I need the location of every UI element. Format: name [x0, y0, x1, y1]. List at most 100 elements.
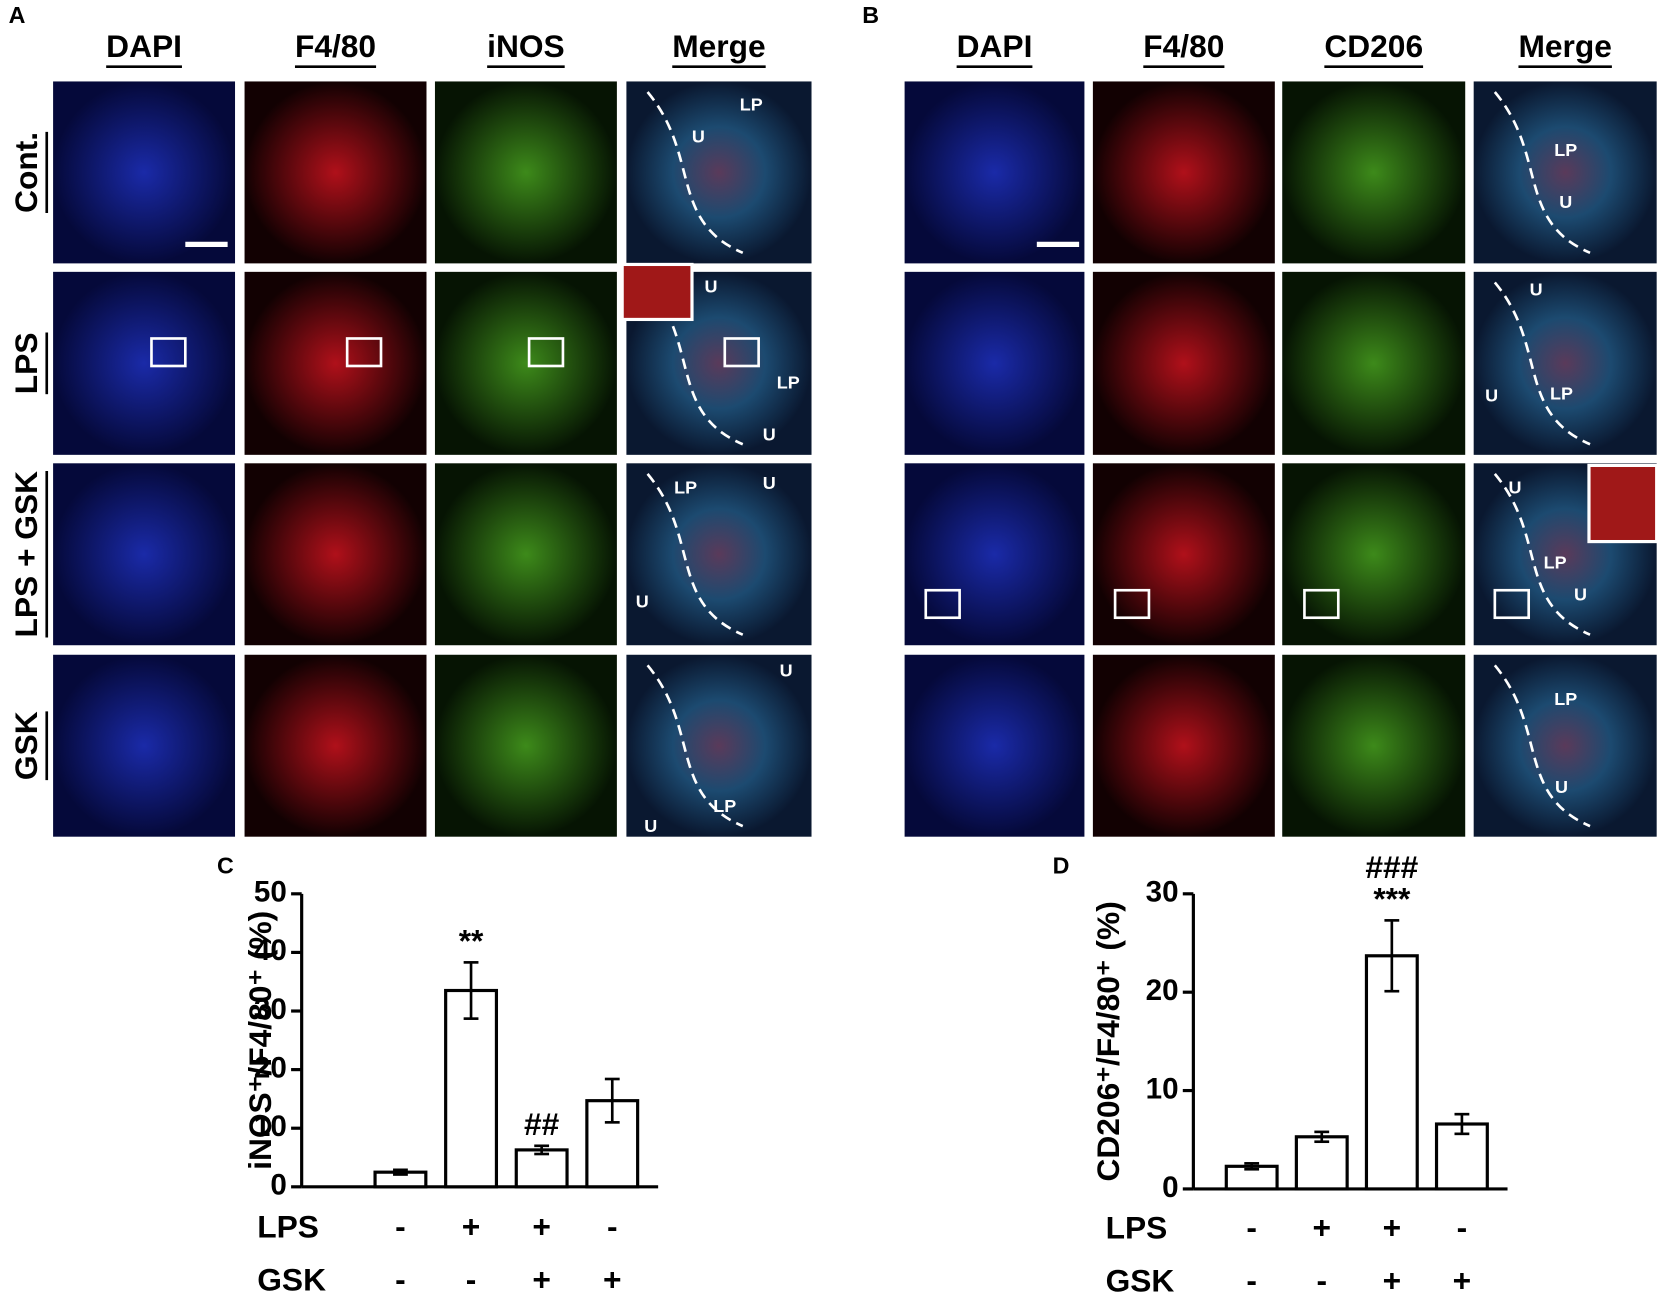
micrograph — [1092, 463, 1275, 646]
bar — [1294, 1135, 1349, 1191]
error-bar — [604, 1077, 620, 1124]
tissue-outline — [1493, 281, 1591, 446]
condition-level: + — [532, 1209, 551, 1245]
error-bar — [534, 1144, 550, 1156]
row-label: LPS — [8, 333, 44, 395]
micrograph — [1092, 81, 1275, 264]
region-label: LP — [1554, 689, 1577, 709]
region-label: LP — [674, 477, 697, 497]
column-header: F4/80 — [295, 28, 376, 64]
micrograph — [1473, 81, 1657, 264]
y-tick-label: 20 — [254, 1051, 287, 1084]
y-tick-label: 30 — [254, 993, 287, 1026]
region-label: U — [763, 425, 776, 445]
region-label: LP — [713, 796, 736, 816]
region-label: U — [1555, 777, 1568, 797]
column-header: Merge — [672, 28, 765, 64]
column-header: Merge — [1518, 28, 1611, 64]
condition-level: - — [1457, 1210, 1468, 1246]
y-axis-label: iNOS⁺/F4/80⁺ (%) — [242, 911, 278, 1170]
condition-level: - — [1246, 1262, 1257, 1298]
micrograph — [626, 463, 812, 646]
region-label: U — [636, 592, 649, 612]
bar — [444, 988, 499, 1189]
column-header: iNOS — [487, 28, 565, 64]
condition-level: - — [466, 1261, 477, 1297]
condition-level: + — [603, 1261, 622, 1297]
condition-level: + — [532, 1261, 551, 1297]
region-label: U — [1485, 385, 1498, 405]
micrograph — [1473, 654, 1657, 837]
region-label: U — [1508, 477, 1521, 497]
condition-level: + — [1383, 1262, 1402, 1298]
error-bar — [393, 1168, 408, 1176]
micrograph — [626, 81, 812, 264]
y-tick-label: 10 — [1146, 1072, 1179, 1105]
zoom-box — [345, 337, 383, 368]
condition-level: + — [1312, 1210, 1331, 1246]
micrograph — [904, 654, 1085, 837]
micrograph — [434, 654, 617, 837]
micrograph — [434, 463, 617, 646]
error-bar — [1244, 1162, 1260, 1171]
micrograph — [244, 463, 427, 646]
micrograph — [1282, 654, 1466, 837]
region-label: U — [705, 276, 718, 296]
inset — [1587, 463, 1659, 544]
zoom-box — [1303, 588, 1340, 620]
row-label: Cont. — [8, 132, 44, 213]
column-header: DAPI — [957, 28, 1033, 64]
micrograph — [626, 654, 812, 837]
micrograph — [904, 81, 1085, 264]
micrograph — [244, 654, 427, 837]
micrograph — [53, 271, 236, 455]
region-label: U — [780, 660, 793, 680]
region-label: U — [644, 816, 657, 836]
micrograph — [1092, 271, 1275, 455]
error-bar — [1454, 1112, 1470, 1136]
region-label: U — [763, 473, 776, 493]
row-label: GSK — [8, 711, 44, 780]
significance: ### — [1365, 849, 1418, 885]
region-label: U — [1559, 192, 1572, 212]
condition-name: GSK — [257, 1261, 326, 1297]
condition-level: - — [395, 1261, 406, 1297]
micrograph — [1282, 271, 1466, 455]
y-tick-label: 0 — [1162, 1171, 1178, 1204]
micrograph — [244, 81, 427, 264]
region-label: U — [1530, 280, 1543, 300]
region-label: LP — [740, 95, 763, 115]
significance: *** — [1373, 881, 1411, 917]
micrograph — [1092, 654, 1275, 837]
chart-label: C — [217, 853, 234, 879]
zoom-box — [924, 588, 961, 620]
region-label: U — [1574, 584, 1587, 604]
micrograph — [53, 463, 236, 646]
y-tick-label: 10 — [254, 1110, 287, 1143]
region-label: LP — [777, 373, 800, 393]
significance: ** — [459, 923, 484, 959]
condition-level: + — [1383, 1210, 1402, 1246]
zoom-box — [527, 337, 565, 368]
y-tick-label: 50 — [254, 876, 287, 909]
y-tick-label: 40 — [254, 934, 287, 967]
micrograph — [904, 271, 1085, 455]
y-axis-label: CD206⁺/F4/80⁺ (%) — [1090, 901, 1126, 1181]
bar — [514, 1148, 569, 1189]
condition-level: - — [607, 1209, 618, 1245]
region-label: LP — [1554, 140, 1577, 160]
micrograph — [904, 463, 1085, 646]
condition-level: - — [1316, 1262, 1327, 1298]
condition-level: - — [1246, 1210, 1257, 1246]
error-bar — [1384, 919, 1400, 993]
significance: ## — [524, 1106, 560, 1142]
micrograph — [1473, 271, 1657, 455]
panel-label: B — [862, 2, 879, 28]
zoom-box — [723, 337, 760, 368]
micrograph — [1282, 463, 1466, 646]
condition-name: GSK — [1106, 1262, 1175, 1298]
region-label: U — [692, 126, 705, 146]
y-tick-label: 30 — [1146, 876, 1179, 909]
y-tick-label: 20 — [1146, 974, 1179, 1007]
